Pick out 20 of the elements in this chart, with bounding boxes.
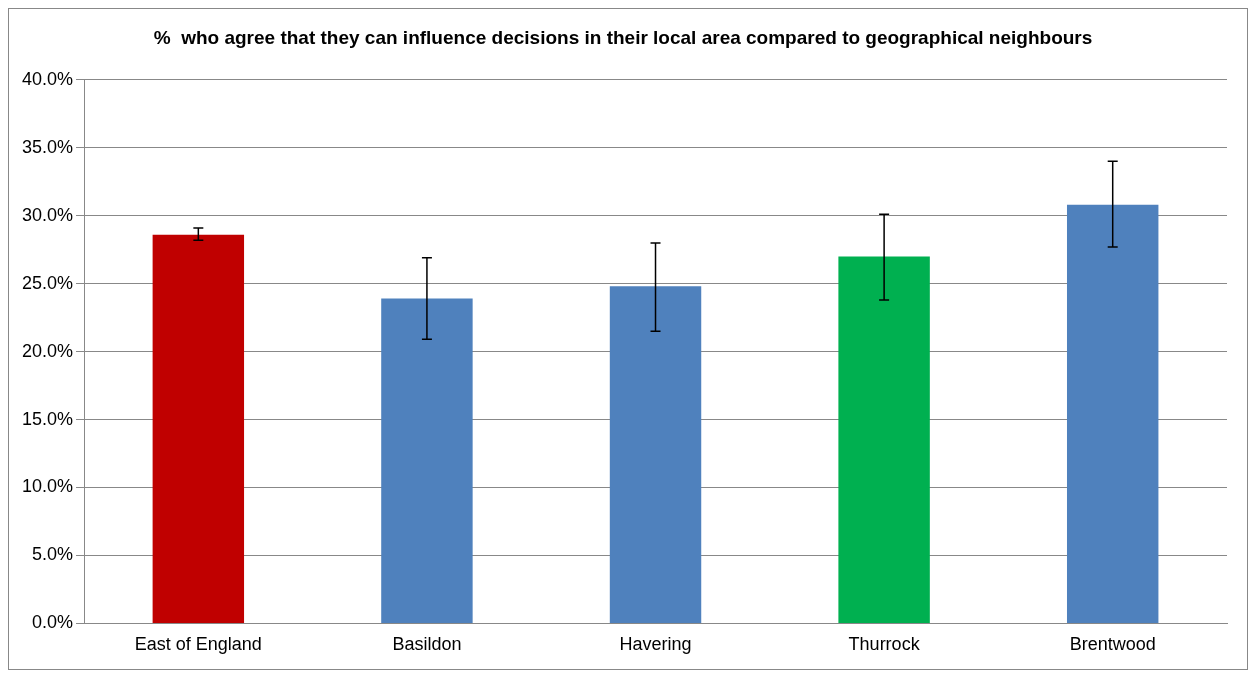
y-tick-label: 35.0% <box>21 136 74 157</box>
y-tick-label: 25.0% <box>21 272 74 293</box>
y-tick-label: 10.0% <box>21 476 74 497</box>
chart-title: % who agree that they can influence decisions in their local area compared to geographical neighbours <box>153 26 1093 48</box>
y-tick-label: 15.0% <box>21 408 74 429</box>
bar <box>152 234 245 623</box>
y-tick-label: 0.0% <box>32 612 74 633</box>
y-tick-label: 20.0% <box>21 340 74 361</box>
y-tick-label: 30.0% <box>21 204 74 225</box>
bar <box>1066 204 1159 623</box>
x-tick-label: East of England <box>134 634 262 655</box>
x-tick-label: Basildon <box>392 634 462 655</box>
bar <box>838 256 930 623</box>
bar <box>381 298 473 623</box>
x-tick-label: Havering <box>619 634 692 655</box>
bar <box>609 286 702 623</box>
y-tick-label: 40.0% <box>21 68 74 89</box>
x-tick-label: Thurrock <box>848 634 921 655</box>
x-tick-label: Brentwood <box>1069 634 1156 655</box>
y-tick-label: 5.0% <box>32 544 74 565</box>
